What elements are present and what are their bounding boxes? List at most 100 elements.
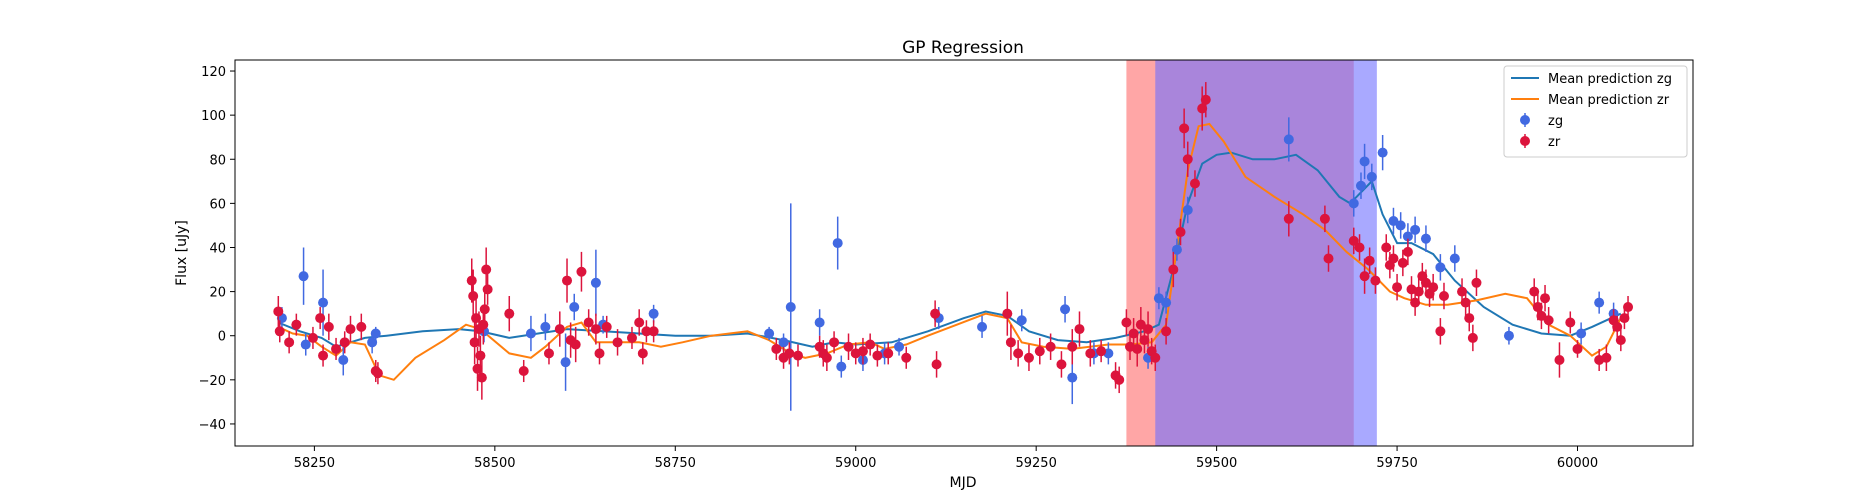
data-point — [1182, 154, 1193, 165]
data-point — [475, 350, 486, 361]
data-point — [1402, 246, 1413, 257]
data-point — [1536, 310, 1547, 321]
data-point — [1449, 253, 1460, 264]
data-point — [1364, 255, 1375, 266]
x-tick-label: 59250 — [1015, 456, 1056, 471]
data-point — [1354, 242, 1365, 253]
data-point — [648, 308, 659, 319]
data-point — [1045, 341, 1056, 352]
data-point — [300, 339, 311, 350]
data-point — [1503, 330, 1514, 341]
x-tick-label: 59500 — [1196, 456, 1237, 471]
data-point — [612, 337, 623, 348]
data-point — [1377, 147, 1388, 158]
data-point — [1554, 354, 1565, 365]
data-point — [1060, 304, 1071, 315]
data-point — [482, 284, 493, 295]
y-tick-label: −40 — [199, 418, 226, 433]
data-point — [367, 337, 378, 348]
data-point — [1189, 178, 1200, 189]
data-point — [1132, 343, 1143, 354]
data-point — [1096, 346, 1107, 357]
legend-label: Mean prediction zg — [1548, 72, 1672, 87]
data-point — [560, 357, 571, 368]
data-point — [1139, 335, 1150, 346]
data-point — [1128, 328, 1139, 339]
data-point — [1161, 297, 1172, 308]
data-point — [1283, 134, 1294, 145]
data-point — [583, 317, 594, 328]
legend-entry: zg — [1520, 113, 1563, 129]
data-point — [318, 350, 329, 361]
legend-label: Mean prediction zr — [1548, 93, 1670, 108]
data-point — [1601, 352, 1612, 363]
data-point — [315, 313, 326, 324]
data-point — [331, 343, 342, 354]
shaded-spans — [1126, 60, 1377, 446]
data-point — [1359, 156, 1370, 167]
data-point — [1085, 348, 1096, 359]
data-point — [814, 317, 825, 328]
data-point — [641, 326, 652, 337]
data-point — [843, 341, 854, 352]
data-point — [1397, 257, 1408, 268]
data-point — [469, 337, 480, 348]
data-point — [1114, 374, 1125, 385]
data-point — [1388, 253, 1399, 264]
data-point — [576, 266, 587, 277]
data-point — [1182, 204, 1193, 215]
data-point — [1420, 233, 1431, 244]
data-point — [977, 321, 988, 332]
data-point — [318, 297, 329, 308]
data-point — [832, 238, 843, 249]
data-point — [1576, 328, 1587, 339]
data-point — [481, 264, 492, 275]
plot-frame — [234, 59, 1694, 447]
data-point — [1153, 293, 1164, 304]
prediction-line-zg — [277, 151, 1622, 348]
data-point — [1161, 326, 1172, 337]
x-tick-label: 58500 — [474, 456, 515, 471]
data-point — [1348, 235, 1359, 246]
data-point — [1457, 286, 1468, 297]
data-point — [1143, 324, 1154, 335]
data-point — [1529, 286, 1540, 297]
data-point — [338, 354, 349, 365]
y-tick-label: 0 — [218, 330, 226, 345]
data-point — [1319, 213, 1330, 224]
data-point — [637, 348, 648, 359]
data-point — [1464, 313, 1475, 324]
data-point — [372, 368, 383, 379]
data-point — [1381, 242, 1392, 253]
legend-marker-swatch — [1520, 136, 1530, 146]
data-point — [1435, 262, 1446, 273]
data-point — [370, 328, 381, 339]
data-point — [1348, 198, 1359, 209]
legend-marker-swatch — [1520, 115, 1530, 125]
data-point — [590, 324, 601, 335]
observations — [273, 82, 1634, 411]
data-point — [1612, 321, 1623, 332]
y-axis-label: Flux [uJy] — [174, 220, 190, 286]
data-point — [1034, 346, 1045, 357]
y-tick-label: 80 — [209, 153, 226, 168]
data-point — [356, 321, 367, 332]
data-point — [1392, 282, 1403, 293]
data-point — [1023, 352, 1034, 363]
data-point — [1359, 271, 1370, 282]
data-point — [785, 302, 796, 313]
data-point — [570, 339, 581, 350]
prediction-line-zr — [277, 122, 1622, 381]
data-point — [554, 324, 565, 335]
data-point — [590, 277, 601, 288]
chart-title: GP Regression — [902, 38, 1024, 58]
data-point — [525, 328, 536, 339]
data-point — [883, 348, 894, 359]
data-point — [1355, 180, 1366, 191]
legend-entry: zr — [1520, 134, 1561, 150]
data-point — [1168, 264, 1179, 275]
data-point — [1438, 291, 1449, 302]
data-point — [504, 308, 515, 319]
data-point — [764, 328, 775, 339]
data-point — [1619, 313, 1630, 324]
